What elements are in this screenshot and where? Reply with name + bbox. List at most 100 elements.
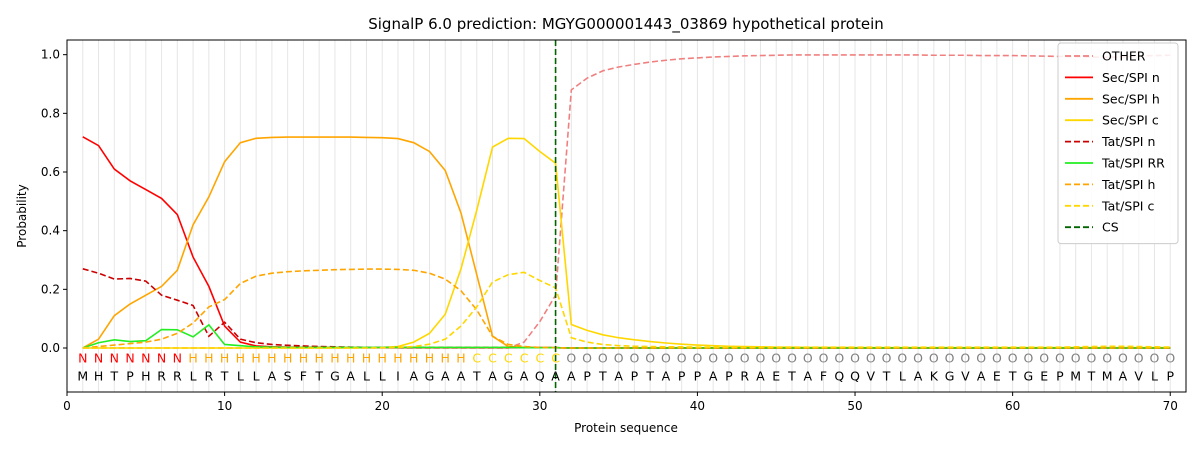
series-line-sec-spi-n	[82, 136, 1171, 349]
sequence-residue: P	[631, 368, 639, 383]
sequence-residue: P	[725, 368, 733, 383]
y-tick-label: 0.0	[41, 341, 60, 355]
region-label: O	[693, 351, 703, 366]
region-label: H	[314, 351, 323, 366]
series-line-tat-spi-rr	[82, 323, 1171, 349]
region-label: N	[125, 351, 134, 366]
sequence-residue: Q	[850, 368, 860, 383]
sequence-residue: G	[503, 368, 513, 383]
legend-entry: Sec/SPI h	[1102, 91, 1160, 106]
sequence-residue: G	[1024, 368, 1034, 383]
sequence-residue: T	[787, 368, 796, 383]
sequence-residue: L	[363, 368, 370, 383]
sequence-residue: G	[330, 368, 340, 383]
sequence-residue: P	[583, 368, 591, 383]
y-tick-label: 1.0	[41, 48, 60, 62]
region-label: H	[441, 351, 450, 366]
sequence-residue: A	[803, 368, 812, 383]
region-label: N	[141, 351, 150, 366]
legend-entry: Tat/SPI c	[1101, 198, 1154, 213]
region-label: O	[740, 351, 750, 366]
region-label: O	[1102, 351, 1112, 366]
sequence-residue: P	[1166, 368, 1174, 383]
region-label: H	[204, 351, 213, 366]
sequence-residue: L	[237, 368, 244, 383]
sequence-residue: P	[1056, 368, 1064, 383]
sequence-residue: P	[126, 368, 134, 383]
region-label: N	[173, 351, 182, 366]
series-line-sec-spi-h	[82, 136, 1171, 349]
sequence-residue: A	[346, 368, 355, 383]
region-label: O	[913, 351, 923, 366]
sequence-residue: A	[1119, 368, 1128, 383]
sequence-residue: A	[614, 368, 623, 383]
sequence-residue: T	[220, 368, 229, 383]
region-label: H	[236, 351, 245, 366]
sequence-residue: A	[520, 368, 529, 383]
region-label: H	[393, 351, 402, 366]
x-tick-label: 0	[63, 399, 71, 413]
region-label: O	[1071, 351, 1081, 366]
sequence-residue: T	[472, 368, 481, 383]
sequence-residue: E	[1040, 368, 1048, 383]
region-label: N	[157, 351, 166, 366]
region-label: O	[819, 351, 829, 366]
sequence-residue: T	[1087, 368, 1096, 383]
sequence-residue: E	[772, 368, 780, 383]
sequence-residue: R	[173, 368, 182, 383]
y-tick-label: 0.4	[41, 224, 60, 238]
series-line-tat-spi-h	[82, 268, 1171, 349]
region-label: O	[866, 351, 876, 366]
sequence-residue: P	[678, 368, 686, 383]
sequence-residue: R	[205, 368, 214, 383]
region-label: O	[1165, 351, 1175, 366]
series-line-sec-spi-c	[82, 137, 1171, 349]
region-label: H	[378, 351, 387, 366]
y-tick-label: 0.6	[41, 165, 60, 179]
sequence-residue: A	[709, 368, 718, 383]
sequence-residue: M	[1070, 368, 1081, 383]
region-label: O	[787, 351, 797, 366]
region-label: O	[992, 351, 1002, 366]
region-label: N	[94, 351, 103, 366]
sequence-residue: H	[94, 368, 103, 383]
region-label: O	[834, 351, 844, 366]
sequence-residue: K	[930, 368, 939, 383]
sequence-residue: F	[820, 368, 827, 383]
sequence-residue: L	[190, 368, 197, 383]
region-label: O	[1087, 351, 1097, 366]
region-label: O	[960, 351, 970, 366]
sequence-residue: L	[899, 368, 906, 383]
sequence-residue: A	[662, 368, 671, 383]
sequence-residue: L	[253, 368, 260, 383]
region-label: H	[251, 351, 260, 366]
region-label: O	[1055, 351, 1065, 366]
region-label: O	[976, 351, 986, 366]
region-label: H	[299, 351, 308, 366]
region-label: O	[897, 351, 907, 366]
y-axis-label: Probability	[15, 184, 29, 247]
x-tick-label: 50	[847, 399, 862, 413]
region-label: O	[582, 351, 592, 366]
region-label: C	[535, 351, 544, 366]
region-label: O	[724, 351, 734, 366]
region-label: O	[645, 351, 655, 366]
plot-area: NMNHNTNPNHNRNRHLHRHTHLHLHAHSHFHTHGHAHLHL…	[41, 39, 1187, 413]
region-label: O	[771, 351, 781, 366]
sequence-residue: P	[694, 368, 702, 383]
chart-title: SignalP 6.0 prediction: MGYG000001443_03…	[368, 15, 884, 34]
series-line-other	[82, 54, 1171, 349]
sequence-residue: I	[396, 368, 400, 383]
sequence-residue: E	[993, 368, 1001, 383]
region-label: O	[945, 351, 955, 366]
legend-entry: Tat/SPI RR	[1101, 156, 1165, 171]
region-label: H	[267, 351, 276, 366]
legend-box	[1057, 42, 1179, 245]
x-tick-label: 40	[690, 399, 705, 413]
sequence-residue: T	[1008, 368, 1017, 383]
sequence-residue: S	[284, 368, 292, 383]
region-label: O	[1118, 351, 1128, 366]
x-tick-label: 10	[217, 399, 232, 413]
sequence-residue: A	[441, 368, 450, 383]
